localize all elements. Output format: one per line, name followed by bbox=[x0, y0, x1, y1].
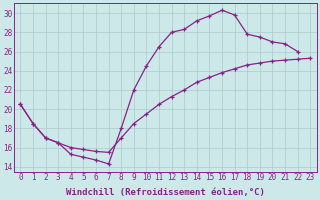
X-axis label: Windchill (Refroidissement éolien,°C): Windchill (Refroidissement éolien,°C) bbox=[66, 188, 265, 197]
